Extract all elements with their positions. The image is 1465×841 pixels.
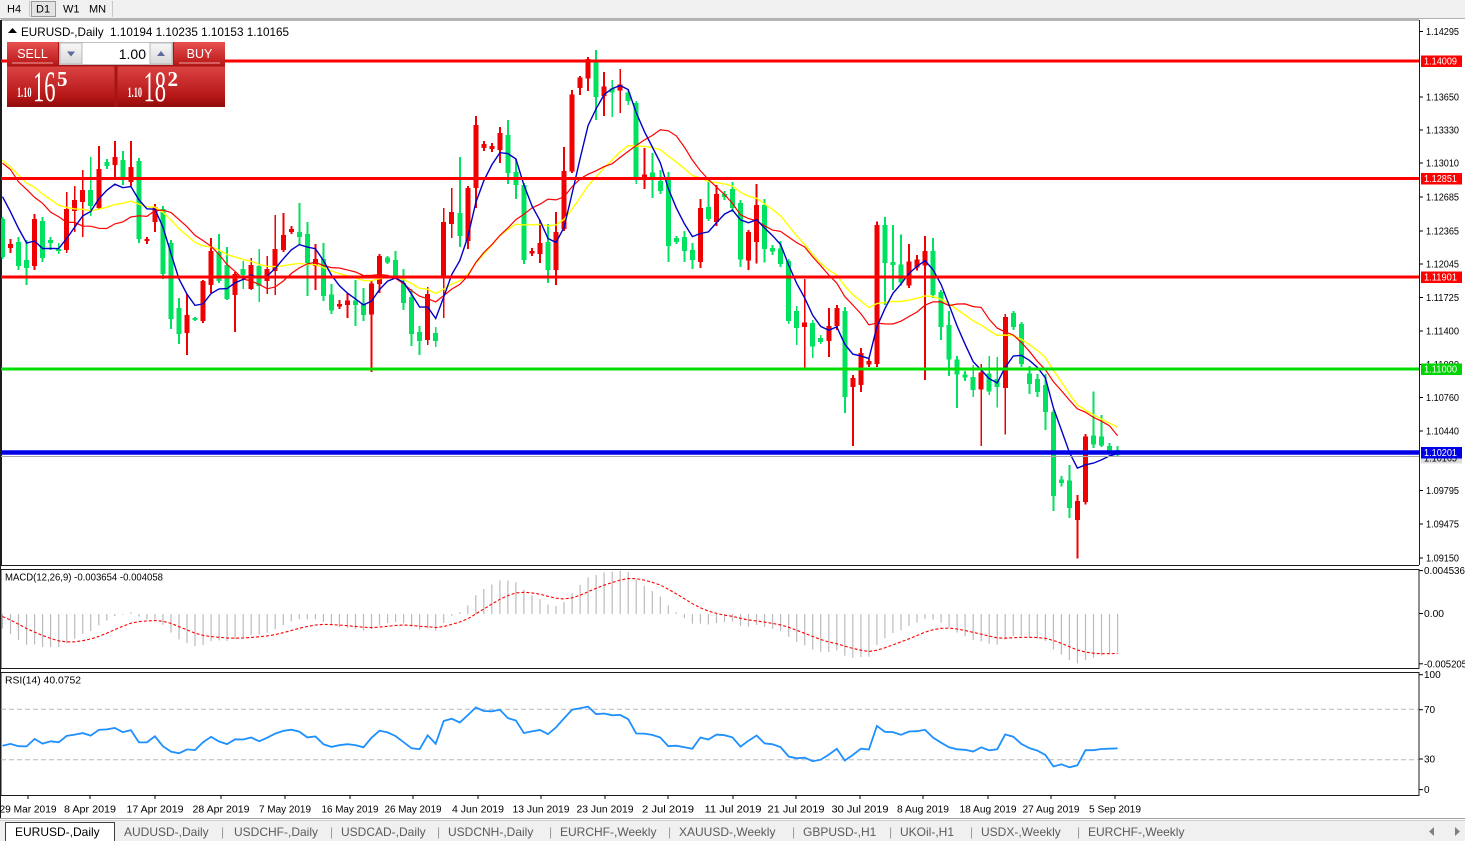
svg-text:USDCNH-,Daily: USDCNH-,Daily — [448, 825, 533, 839]
svg-text:USDCHF-,Daily: USDCHF-,Daily — [234, 825, 318, 839]
svg-text:1.10201: 1.10201 — [1424, 448, 1457, 459]
svg-text:18 Aug 2019: 18 Aug 2019 — [960, 805, 1017, 816]
svg-text:1.11901: 1.11901 — [1424, 273, 1457, 284]
svg-text:5 Sep 2019: 5 Sep 2019 — [1089, 805, 1141, 816]
svg-text:70: 70 — [1424, 705, 1436, 716]
svg-text:SELL: SELL — [17, 47, 48, 61]
svg-text:29 Mar 2019: 29 Mar 2019 — [0, 805, 57, 816]
svg-text:2 Jul 2019: 2 Jul 2019 — [642, 805, 694, 816]
svg-text:5: 5 — [57, 67, 68, 91]
svg-text:|: | — [330, 825, 333, 839]
svg-text:BUY: BUY — [187, 47, 213, 61]
svg-text:0: 0 — [1424, 785, 1430, 796]
svg-text:18: 18 — [144, 64, 167, 111]
svg-text:26 May 2019: 26 May 2019 — [385, 805, 442, 816]
svg-text:1.12685: 1.12685 — [1426, 193, 1459, 204]
svg-text:1.11725: 1.11725 — [1426, 293, 1459, 304]
svg-text:1.00: 1.00 — [119, 46, 146, 62]
svg-text:EURUSD-,Daily: EURUSD-,Daily — [15, 825, 100, 839]
svg-text:|: | — [1077, 825, 1080, 839]
svg-text:MN: MN — [89, 4, 106, 16]
svg-text:|: | — [437, 825, 440, 839]
svg-text:28 Apr 2019: 28 Apr 2019 — [193, 805, 250, 816]
svg-text:1.10760: 1.10760 — [1426, 393, 1459, 404]
svg-text:AUDUSD-,Daily: AUDUSD-,Daily — [124, 825, 209, 839]
svg-text:1.10: 1.10 — [17, 85, 32, 101]
svg-text:30: 30 — [1424, 755, 1436, 766]
svg-text:RSI(14) 40.0752: RSI(14) 40.0752 — [5, 675, 81, 687]
svg-text:1.10165: 1.10165 — [1424, 454, 1457, 465]
svg-text:UKOil-,H1: UKOil-,H1 — [900, 825, 954, 839]
svg-text:1.09475: 1.09475 — [1426, 520, 1459, 531]
svg-text:1.09150: 1.09150 — [1426, 554, 1459, 565]
svg-text:8 Aug 2019: 8 Aug 2019 — [897, 805, 949, 816]
svg-text:XAUUSD-,Weekly: XAUUSD-,Weekly — [679, 825, 775, 839]
svg-text:1.13650: 1.13650 — [1426, 93, 1459, 104]
svg-text:D1: D1 — [36, 4, 50, 16]
svg-text:100: 100 — [1424, 670, 1441, 681]
svg-text:|: | — [970, 825, 973, 839]
svg-text:11 Jul 2019: 11 Jul 2019 — [705, 805, 762, 816]
svg-text:4 Jun 2019: 4 Jun 2019 — [452, 805, 504, 816]
svg-text:7 May 2019: 7 May 2019 — [259, 805, 311, 816]
svg-text:0.00: 0.00 — [1424, 609, 1444, 620]
svg-text:|: | — [221, 825, 224, 839]
svg-text:1.09795: 1.09795 — [1426, 486, 1459, 497]
svg-text:1.11000: 1.11000 — [1424, 365, 1457, 376]
svg-text:1.12851: 1.12851 — [1424, 174, 1457, 185]
svg-text:30 Jul 2019: 30 Jul 2019 — [832, 805, 889, 816]
svg-text:H4: H4 — [7, 4, 21, 16]
svg-text:|: | — [792, 825, 795, 839]
svg-text:17 Apr 2019: 17 Apr 2019 — [127, 805, 184, 816]
svg-text:16 May 2019: 16 May 2019 — [322, 805, 379, 816]
svg-text:USDCAD-,Daily: USDCAD-,Daily — [341, 825, 426, 839]
svg-text:16: 16 — [33, 64, 56, 111]
svg-text:1.12365: 1.12365 — [1426, 227, 1459, 238]
svg-text:27 Aug 2019: 27 Aug 2019 — [1023, 805, 1080, 816]
svg-text:EURUSD-,Daily 1.10194 1.10235: EURUSD-,Daily 1.10194 1.10235 1.10153 1.… — [21, 25, 289, 39]
svg-text:1.10440: 1.10440 — [1426, 427, 1459, 438]
svg-text:-0.005205: -0.005205 — [1424, 659, 1465, 670]
svg-text:21 Jul 2019: 21 Jul 2019 — [768, 805, 825, 816]
svg-text:EURCHF-,Weekly: EURCHF-,Weekly — [560, 825, 656, 839]
svg-text:1.14009: 1.14009 — [1424, 57, 1457, 68]
svg-text:W1: W1 — [63, 4, 80, 16]
svg-text:1.12045: 1.12045 — [1426, 260, 1459, 271]
svg-text:|: | — [889, 825, 892, 839]
svg-text:MACD(12,26,9) -0.003654 -0.004: MACD(12,26,9) -0.003654 -0.004058 — [5, 572, 163, 584]
svg-text:1.13330: 1.13330 — [1426, 126, 1459, 137]
svg-text:0.004536: 0.004536 — [1424, 566, 1465, 577]
svg-text:EURCHF-,Weekly: EURCHF-,Weekly — [1088, 825, 1184, 839]
svg-text:1.11400: 1.11400 — [1426, 327, 1459, 338]
svg-text:8 Apr 2019: 8 Apr 2019 — [64, 805, 116, 816]
svg-text:1.13010: 1.13010 — [1426, 159, 1459, 170]
svg-text:1.10: 1.10 — [128, 85, 143, 101]
svg-text:2: 2 — [168, 67, 179, 91]
svg-text:13 Jun 2019: 13 Jun 2019 — [513, 805, 570, 816]
svg-text:|: | — [549, 825, 552, 839]
svg-text:GBPUSD-,H1: GBPUSD-,H1 — [803, 825, 877, 839]
svg-text:|: | — [668, 825, 671, 839]
svg-text:1.14295: 1.14295 — [1426, 27, 1459, 38]
svg-text:23 Jun 2019: 23 Jun 2019 — [577, 805, 634, 816]
svg-text:USDX-,Weekly: USDX-,Weekly — [981, 825, 1061, 839]
